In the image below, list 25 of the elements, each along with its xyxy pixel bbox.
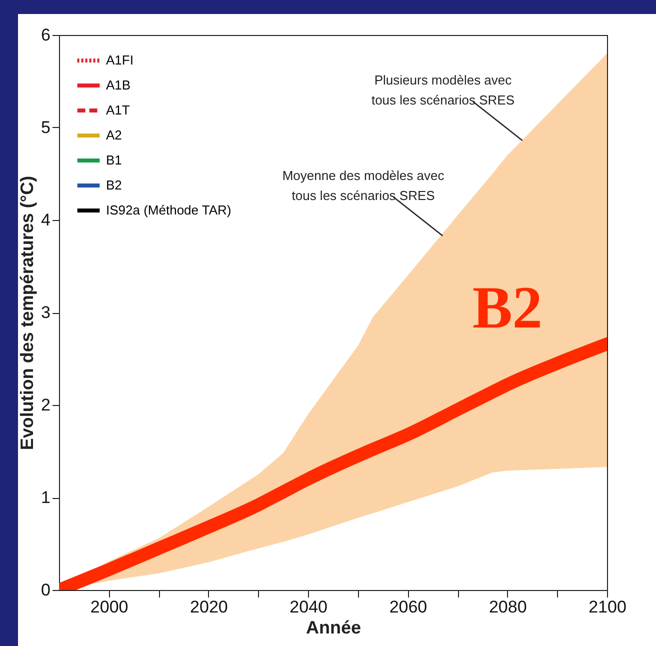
y-tick-label: 1	[41, 488, 50, 507]
annotation: Moyenne des modèles avec tous les scénarios SRES	[282, 168, 445, 203]
legend-label: B2	[106, 178, 122, 192]
x-tick-label: 2020	[190, 598, 228, 616]
legend-label: A1FI	[106, 52, 134, 68]
x-tick-label: 2080	[488, 598, 527, 616]
x-tick-label: 2040	[290, 598, 328, 616]
x-tick-label: 2060	[389, 598, 428, 616]
legend-label: B1	[106, 152, 122, 168]
y-tick-label: 4	[41, 210, 50, 230]
legend-label: A1B	[106, 78, 131, 92]
series-label: B2	[472, 274, 542, 341]
x-tick-label: 2100	[588, 598, 626, 616]
annotation: Plusieurs modèles avec tous les scénarios SRES	[371, 72, 515, 108]
y-tick-label: 3	[41, 303, 50, 322]
legend-label: IS92a (Méthode TAR)	[106, 202, 232, 218]
y-tick-label: 0	[41, 580, 50, 600]
y-tick-label: 5	[41, 118, 50, 137]
x-tick-label: 2000	[90, 598, 128, 616]
y-tick-label: 2	[41, 396, 50, 414]
y-tick-label: 6	[41, 26, 50, 44]
y-axis-title: Evolution des températures (°C)	[17, 176, 38, 450]
legend-label: A2	[106, 128, 122, 142]
legend-label: A1T	[106, 102, 130, 118]
x-axis-title: Année	[306, 618, 362, 638]
